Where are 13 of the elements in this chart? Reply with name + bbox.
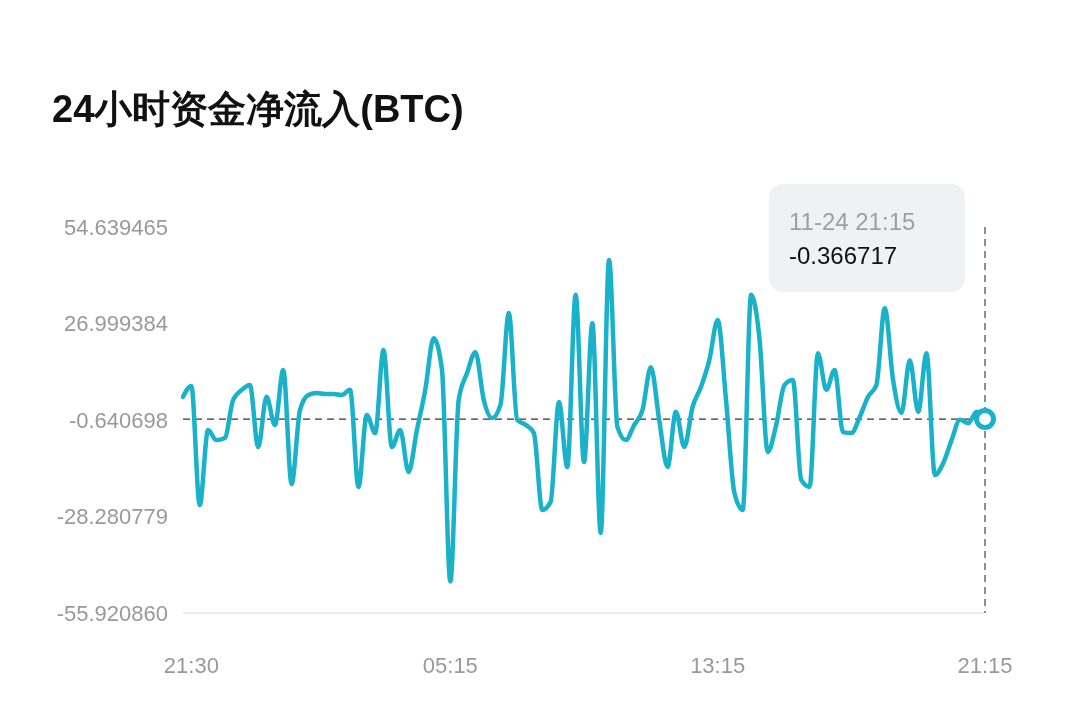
x-tick-label: 05:15 xyxy=(422,653,478,678)
annotation: 11-24 21:15 xyxy=(789,208,916,235)
y-tick-label: 54.639465 xyxy=(64,214,168,240)
tooltip: 11-24 21:15 -0.366717 xyxy=(769,184,965,292)
y-tick-label: -0.640698 xyxy=(68,407,168,433)
annotation: -0.366717 xyxy=(789,242,898,269)
x-tick-label: 21:30 xyxy=(163,653,219,678)
chart-title: 24小时资金净流入(BTC) xyxy=(52,88,464,130)
y-tick-label: -55.920860 xyxy=(56,600,168,626)
x-tick-label: 13:15 xyxy=(690,653,746,678)
y-tick-label: -28.280779 xyxy=(56,504,168,529)
y-tick-label: 26.999384 xyxy=(64,311,168,336)
x-tick-label: 21:15 xyxy=(957,653,1013,678)
